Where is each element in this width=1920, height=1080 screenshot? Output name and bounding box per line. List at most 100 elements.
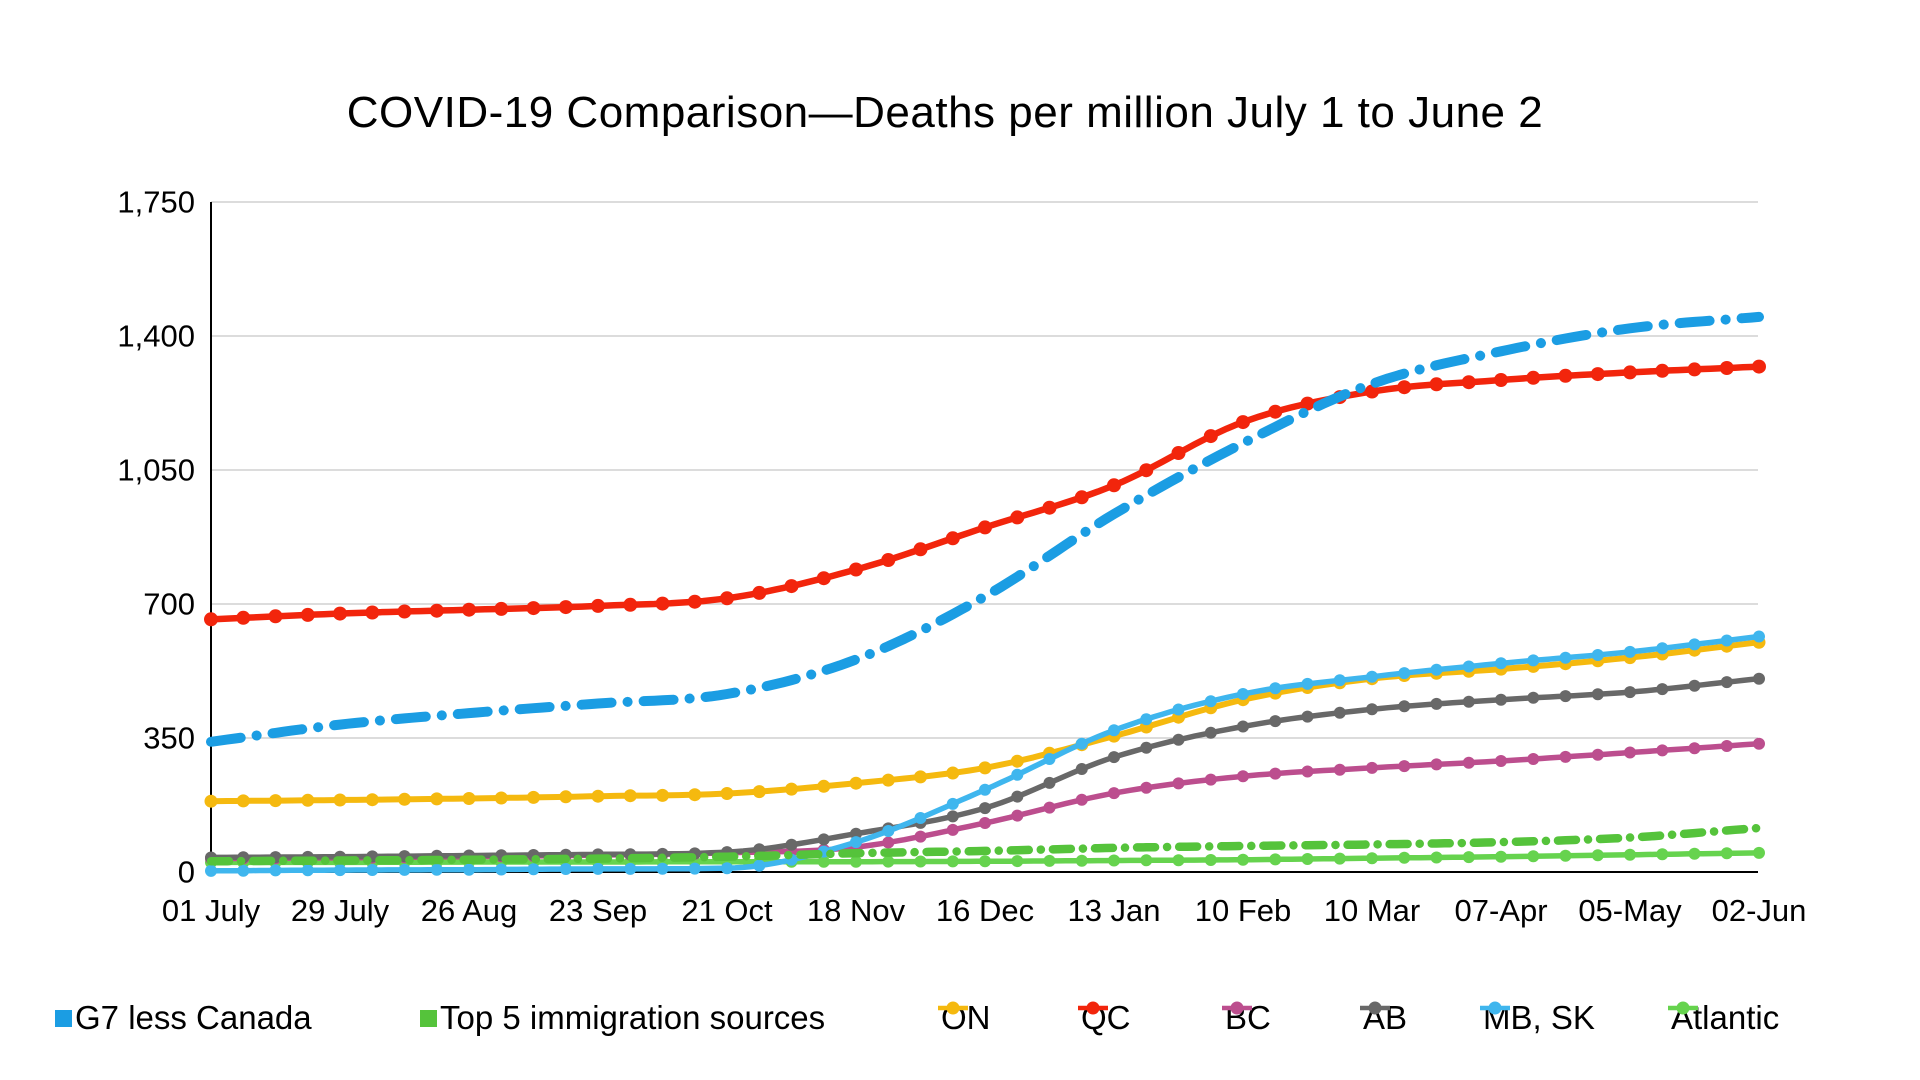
- series-point-qc: [1365, 384, 1379, 399]
- series-point-mb-sk: [1075, 737, 1088, 750]
- series-point-qc: [655, 596, 670, 611]
- series-point-atlantic: [914, 855, 927, 868]
- series-point-atlantic: [1591, 849, 1604, 862]
- series-point-ab: [1108, 751, 1120, 764]
- x-tick-label: 16 Dec: [936, 893, 1034, 928]
- series-point-qc: [1074, 490, 1089, 505]
- series-point-qc: [1010, 510, 1025, 525]
- series-point-mb-sk: [1398, 667, 1411, 680]
- series-point-atlantic: [1237, 853, 1249, 866]
- series-point-ab: [1172, 733, 1185, 746]
- series-point-ab: [1559, 690, 1572, 703]
- series-point-qc: [1236, 415, 1250, 430]
- series-point-mb-sk: [1688, 638, 1701, 651]
- series-point-mb-sk: [914, 812, 927, 824]
- series-point-ab: [1430, 697, 1443, 710]
- series-point-mb-sk: [1559, 651, 1572, 664]
- series-point-qc: [784, 579, 799, 594]
- series-point-qc: [1107, 478, 1121, 493]
- series-point-on: [494, 791, 508, 805]
- series-point-atlantic: [1108, 854, 1120, 867]
- series-point-qc: [1139, 463, 1154, 478]
- series-point-atlantic: [850, 855, 862, 868]
- series-point-on: [527, 790, 540, 804]
- series-point-on: [946, 766, 960, 780]
- series-point-mb-sk: [721, 862, 733, 875]
- series-point-atlantic: [1624, 848, 1636, 861]
- series-point-mb-sk: [1140, 713, 1153, 726]
- series-point-ab: [946, 810, 959, 823]
- series-point-qc: [881, 553, 896, 567]
- x-tick-label: 29 July: [291, 893, 390, 928]
- series-line-on: [208, 639, 1762, 805]
- series-point-bc: [1398, 760, 1411, 773]
- series-point-atlantic: [1398, 851, 1411, 864]
- series-point-qc: [1429, 377, 1444, 392]
- series-point-bc: [1688, 742, 1701, 755]
- series-point-ab: [1301, 710, 1314, 723]
- series-point-atlantic: [1527, 850, 1540, 863]
- series-point-mb-sk: [527, 863, 540, 876]
- series-point-qc: [591, 598, 605, 613]
- series-point-bc: [1237, 770, 1249, 783]
- series-point-mb-sk: [979, 783, 991, 796]
- series-point-ab: [1269, 715, 1282, 728]
- series-point-ab: [1720, 676, 1733, 689]
- series-point-qc: [268, 609, 283, 624]
- series-point-atlantic: [1075, 854, 1088, 867]
- series-point-atlantic: [1172, 854, 1185, 867]
- series-point-mb-sk: [205, 864, 217, 877]
- x-tick-label: 13 Jan: [1067, 893, 1160, 928]
- y-tick-label: 700: [143, 587, 195, 622]
- series-point-ab: [1527, 691, 1540, 704]
- y-tick-label: 1,750: [117, 185, 195, 220]
- series-point-mb-sk: [334, 864, 346, 877]
- series-point-mb-sk: [559, 863, 572, 875]
- x-tick-label: 01 July: [162, 893, 261, 928]
- series-point-mb-sk: [753, 859, 766, 872]
- series-point-bc: [979, 817, 991, 829]
- series-point-ab: [1366, 703, 1378, 716]
- series-point-mb-sk: [1462, 660, 1475, 673]
- x-tick-label: 07-Apr: [1454, 893, 1547, 928]
- series-point-atlantic: [1430, 851, 1443, 864]
- x-tick-label: 02-Jun: [1712, 893, 1807, 928]
- series-point-qc: [1203, 429, 1218, 444]
- series-point-on: [688, 788, 702, 802]
- series-point-mb-sk: [301, 864, 314, 877]
- series-point-qc: [849, 562, 863, 577]
- series-point-bc: [1269, 767, 1282, 780]
- series-point-mb-sk: [398, 863, 411, 876]
- series-point-on: [720, 787, 734, 800]
- series-point-mb-sk: [1204, 695, 1217, 708]
- series-point-qc: [1268, 404, 1283, 419]
- series-point-on: [978, 761, 992, 775]
- series-point-ab: [1333, 706, 1346, 719]
- chart-title: COVID-19 Comparison—Deaths per million J…: [346, 88, 1544, 137]
- y-tick-label: 350: [143, 721, 195, 756]
- series-point-qc: [1752, 359, 1766, 374]
- series-point-bc: [1495, 755, 1507, 767]
- series-point-bc: [1656, 744, 1669, 757]
- series-point-on: [881, 773, 895, 787]
- series-point-qc: [558, 600, 573, 615]
- series-point-mb-sk: [1624, 645, 1636, 658]
- series-point-ab: [1624, 686, 1636, 699]
- series-point-mb-sk: [1591, 649, 1604, 661]
- series-point-mb-sk: [237, 864, 250, 877]
- series-point-ab: [979, 802, 991, 815]
- series-point-bc: [1301, 765, 1314, 778]
- series-point-bc: [1043, 801, 1056, 814]
- series-point-on: [817, 779, 831, 793]
- series-point-qc: [1042, 500, 1057, 515]
- series-line-g7-less-canada: [206, 311, 1764, 747]
- series-line-top-5-immigration-sources: [206, 823, 1764, 866]
- series-point-qc: [623, 597, 638, 612]
- series-point-ab: [1043, 776, 1056, 789]
- series-point-mb-sk: [592, 862, 604, 875]
- series-point-ab: [1462, 695, 1475, 708]
- series-point-qc: [462, 602, 476, 617]
- series-point-on: [785, 782, 798, 796]
- series-point-mb-sk: [1043, 753, 1056, 765]
